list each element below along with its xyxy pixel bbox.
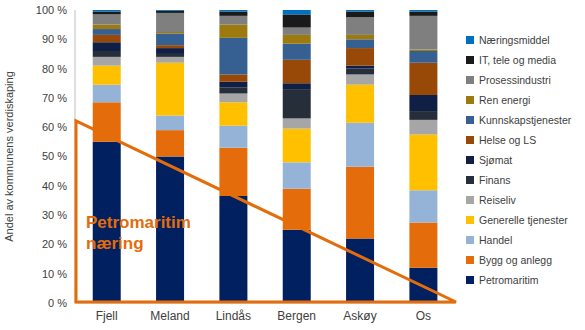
svg-text:100 %: 100 % bbox=[36, 4, 67, 16]
svg-text:40 %: 40 % bbox=[42, 180, 67, 192]
svg-text:Fjell: Fjell bbox=[96, 309, 118, 323]
svg-text:0 %: 0 % bbox=[48, 297, 67, 309]
svg-text:Bergen: Bergen bbox=[277, 309, 316, 323]
svg-text:90 %: 90 % bbox=[42, 33, 67, 45]
html-text:Generelle tjenester: Generelle tjenester bbox=[479, 214, 568, 226]
html-text:Ren energi: Ren energi bbox=[479, 94, 531, 106]
svg-text:Meland: Meland bbox=[150, 309, 189, 323]
html-text:Kunnskapstjenester: Kunnskapstjenester bbox=[479, 114, 572, 126]
html-text:Næringsmiddel: Næringsmiddel bbox=[479, 34, 550, 46]
html-text:Bygg og anlegg: Bygg og anlegg bbox=[479, 254, 552, 266]
svg-text:Lindås: Lindås bbox=[216, 309, 251, 323]
svg-text:30 %: 30 % bbox=[42, 209, 67, 221]
html-text:Petromaritim næring: Petromaritim næring bbox=[86, 213, 191, 253]
html-text:Prosessindustri: Prosessindustri bbox=[479, 74, 551, 86]
svg-text:70 %: 70 % bbox=[42, 92, 67, 104]
html-text:Sjømat: Sjømat bbox=[479, 154, 513, 166]
svg-text:80 %: 80 % bbox=[42, 63, 67, 75]
svg-text:10 %: 10 % bbox=[42, 268, 67, 280]
html-text:Handel: Handel bbox=[479, 234, 513, 246]
svg-text:20 %: 20 % bbox=[42, 238, 67, 250]
html-text:Finans: Finans bbox=[479, 174, 511, 186]
svg-text:Os: Os bbox=[416, 309, 431, 323]
svg-text:Askøy: Askøy bbox=[343, 309, 376, 323]
html-text:Reiseliv: Reiseliv bbox=[479, 194, 516, 206]
svg-text:Andel av kommunens verdiskapin: Andel av kommunens verdiskaping bbox=[8, 71, 15, 242]
svg-text:60 %: 60 % bbox=[42, 121, 67, 133]
html-text:Helse og LS: Helse og LS bbox=[479, 134, 537, 146]
html-text:Petromaritim: Petromaritim bbox=[479, 274, 539, 286]
svg-text:50 %: 50 % bbox=[42, 150, 67, 162]
html-text:IT, tele og media: IT, tele og media bbox=[479, 54, 556, 66]
